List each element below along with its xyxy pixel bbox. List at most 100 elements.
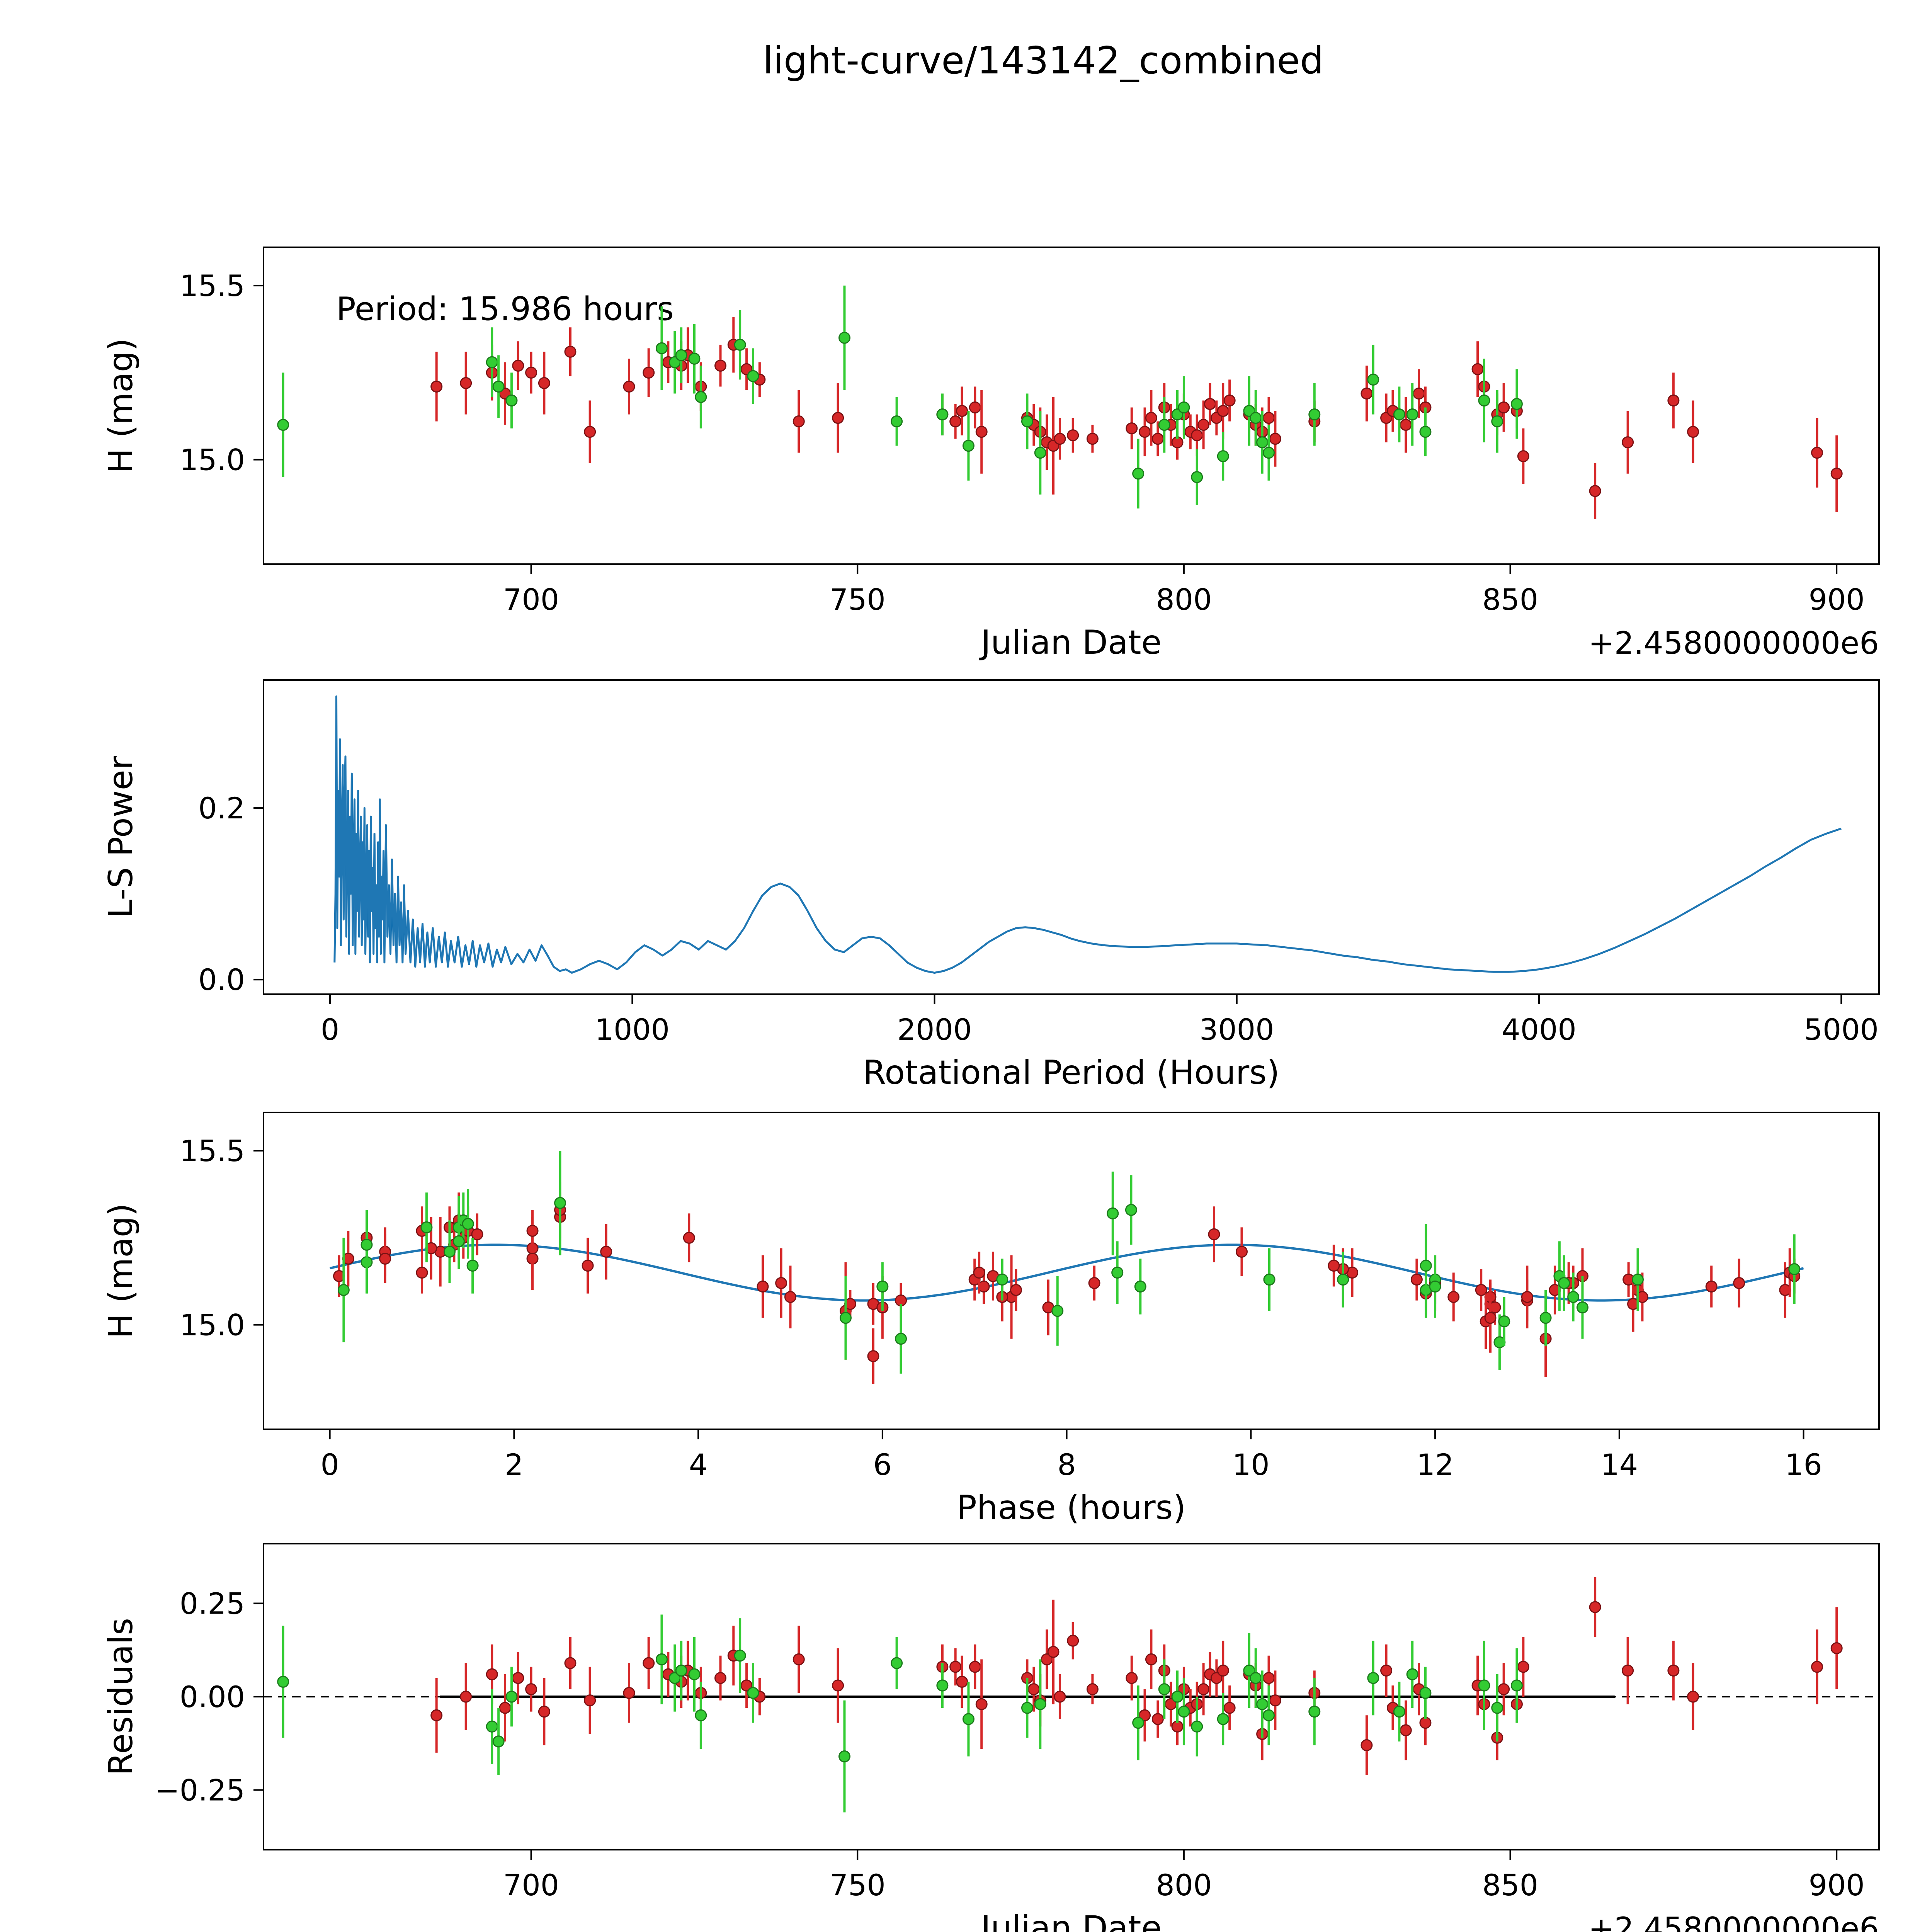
green-data-point bbox=[1491, 1702, 1503, 1714]
y-tick-label: 0.2 bbox=[198, 791, 245, 825]
green-data-point bbox=[936, 1679, 949, 1692]
green-data-point bbox=[1337, 1274, 1349, 1286]
red-data-point bbox=[793, 415, 805, 428]
x-tick-label: 1000 bbox=[595, 1012, 670, 1047]
red-data-point bbox=[1054, 1690, 1066, 1703]
green-data-point bbox=[462, 1218, 474, 1230]
red-data-point bbox=[564, 1657, 577, 1669]
red-data-point bbox=[1145, 412, 1157, 424]
red-data-point bbox=[1126, 422, 1138, 435]
red-data-point bbox=[956, 1675, 968, 1688]
green-data-point bbox=[734, 1650, 746, 1662]
green-data-point bbox=[1406, 408, 1418, 421]
panel-phase-curve: 0 2 4 6 8 10 12 14 16 15.0 15.5 Phase (hours) H (mag… bbox=[102, 1112, 1880, 1527]
green-series-lightcurve bbox=[277, 286, 1523, 509]
x-tick-label: 700 bbox=[503, 1868, 559, 1902]
y-axis-label-residuals: Residuals bbox=[102, 1618, 140, 1776]
red-data-point bbox=[1687, 426, 1699, 438]
green-data-point bbox=[1111, 1267, 1124, 1279]
red-data-point bbox=[1139, 426, 1151, 438]
x-axis-label-periodogram: Rotational Period (Hours) bbox=[863, 1053, 1279, 1092]
red-data-point bbox=[714, 1672, 727, 1684]
red-data-point bbox=[793, 1653, 805, 1665]
green-data-point bbox=[277, 1675, 289, 1688]
red-data-point bbox=[623, 1687, 635, 1699]
red-data-point bbox=[1400, 419, 1412, 431]
green-data-point bbox=[277, 419, 289, 431]
panel-lightcurve: 700 750 800 850 900 15.0 15.5 Julian Date +2.458… bbox=[102, 247, 1880, 662]
green-data-point bbox=[1250, 412, 1262, 424]
red-data-point bbox=[1413, 387, 1425, 400]
red-data-point bbox=[956, 405, 968, 417]
green-data-point bbox=[1217, 450, 1229, 463]
red-data-point bbox=[1400, 1724, 1412, 1736]
green-data-point bbox=[505, 1690, 518, 1703]
y-tick-label: 15.0 bbox=[180, 1308, 245, 1342]
red-data-point bbox=[1204, 398, 1216, 410]
red-data-point bbox=[784, 1291, 796, 1303]
green-data-point bbox=[675, 1664, 687, 1677]
red-data-point bbox=[471, 1228, 483, 1240]
green-data-point bbox=[1250, 1672, 1262, 1684]
green-data-point bbox=[1256, 1698, 1269, 1710]
axes-spine-lightcurve bbox=[263, 247, 1880, 565]
green-data-point bbox=[1510, 1679, 1523, 1692]
green-data-point bbox=[1132, 1717, 1145, 1729]
y-axis-label-phase-curve: H (mag) bbox=[102, 1203, 140, 1338]
green-data-point bbox=[1498, 1315, 1510, 1328]
red-data-point bbox=[949, 1661, 962, 1673]
x-tick-label: 10 bbox=[1232, 1447, 1270, 1482]
green-data-point bbox=[876, 1281, 889, 1293]
green-data-point bbox=[444, 1245, 456, 1258]
green-data-point bbox=[1631, 1274, 1644, 1286]
x-tick-label: 850 bbox=[1482, 582, 1538, 617]
green-data-point bbox=[962, 1713, 975, 1725]
red-data-point bbox=[1197, 419, 1210, 431]
y-tick-label: 15.5 bbox=[180, 1134, 245, 1168]
red-data-point bbox=[1217, 405, 1229, 417]
red-data-point bbox=[1517, 1661, 1529, 1673]
red-data-point bbox=[460, 377, 472, 389]
green-data-point bbox=[1217, 1713, 1229, 1725]
green-data-point bbox=[466, 1259, 479, 1272]
x-tick-label: 0 bbox=[321, 1012, 339, 1047]
red-data-point bbox=[1410, 1274, 1423, 1286]
x-axis-label-phase-curve: Phase (hours) bbox=[957, 1488, 1186, 1527]
red-data-point bbox=[973, 1267, 985, 1279]
green-data-point bbox=[505, 394, 518, 406]
red-data-point bbox=[1361, 387, 1373, 400]
green-data-point bbox=[895, 1333, 907, 1345]
green-data-point bbox=[1171, 1690, 1184, 1703]
x-tick-label: 800 bbox=[1156, 582, 1212, 617]
green-data-point bbox=[1576, 1301, 1588, 1314]
red-data-point bbox=[1197, 1683, 1210, 1696]
green-series-phase-curve bbox=[337, 1151, 1801, 1374]
x-axis-lightcurve: 700 750 800 850 900 bbox=[503, 564, 1865, 617]
red-series-lightcurve bbox=[430, 317, 1843, 519]
y-tick-label: 0.00 bbox=[180, 1680, 245, 1714]
panel-periodogram: 0 1000 2000 3000 4000 5000 0.0 0.2 Rotational Pe… bbox=[102, 679, 1880, 1092]
red-data-point bbox=[430, 1709, 443, 1721]
x-tick-label: 16 bbox=[1785, 1447, 1822, 1482]
green-data-point bbox=[1256, 436, 1269, 449]
x-tick-label: 800 bbox=[1156, 1868, 1212, 1902]
green-data-point bbox=[452, 1235, 465, 1247]
red-data-point bbox=[1328, 1259, 1340, 1272]
panel-residuals: 700 750 800 850 900 −0.25 0.00 0.25 Julian Date +… bbox=[102, 1543, 1880, 1932]
green-data-point bbox=[420, 1221, 433, 1233]
green-data-point bbox=[1478, 1679, 1490, 1692]
green-data-point bbox=[1263, 447, 1275, 459]
green-data-point bbox=[1034, 1698, 1046, 1710]
red-data-point bbox=[1086, 433, 1099, 445]
red-data-point bbox=[525, 366, 537, 379]
green-data-point bbox=[1178, 401, 1190, 414]
green-data-point bbox=[1051, 1305, 1064, 1317]
red-data-point bbox=[1517, 450, 1529, 463]
red-data-point bbox=[832, 1679, 844, 1692]
red-data-point bbox=[1830, 468, 1843, 480]
green-data-point bbox=[734, 338, 746, 351]
green-series-residuals bbox=[277, 1614, 1523, 1813]
green-data-point bbox=[695, 391, 707, 403]
red-data-point bbox=[1622, 1664, 1634, 1677]
